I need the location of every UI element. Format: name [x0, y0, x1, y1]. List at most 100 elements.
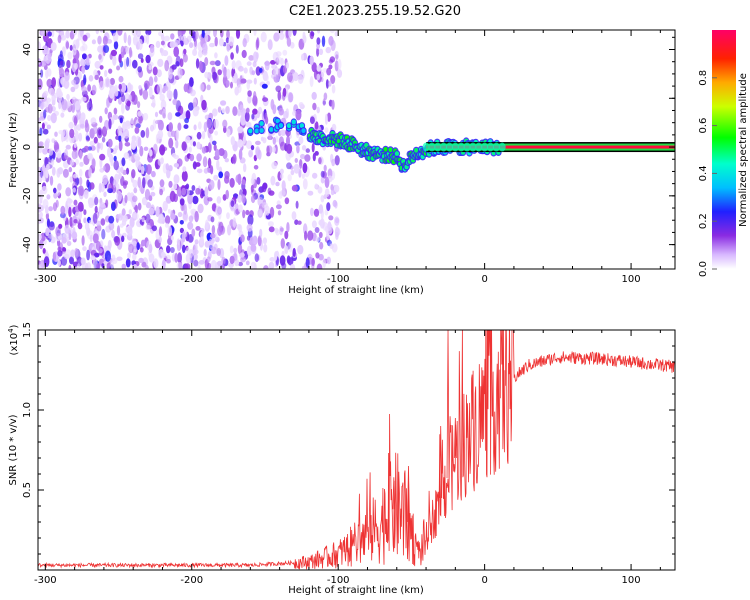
heatmap-cell: [297, 74, 304, 84]
snr-frame: [37, 329, 676, 571]
heatmap-cell: [95, 30, 99, 35]
heatmap-cell: [331, 99, 335, 110]
heatmap-cell: [38, 233, 42, 241]
heatmap-cell: [225, 189, 229, 200]
heatmap-cell: [138, 85, 142, 90]
heatmap-cell: [114, 145, 119, 151]
heatmap-cell: [246, 81, 251, 90]
heatmap-cell: [261, 184, 267, 193]
heatmap-cell: [45, 212, 50, 220]
heatmap-cell: [73, 116, 78, 126]
heatmap-cell: [128, 243, 134, 254]
heatmap-cell: [58, 68, 65, 78]
heatmap-cell: [198, 60, 203, 72]
heatmap-cell: [318, 48, 324, 55]
heatmap-cell: [287, 72, 293, 83]
heatmap-cell: [250, 184, 254, 193]
heatmap-cell: [47, 233, 54, 239]
heatmap-cell: [89, 140, 96, 146]
heatmap-cell: [52, 202, 58, 212]
heatmap-cell: [148, 76, 154, 87]
heatmap-cell: [332, 199, 338, 208]
heatmap-cell: [166, 245, 171, 254]
heatmap-cell: [445, 142, 453, 152]
heatmap-cell: [188, 102, 194, 111]
heatmap-cell: [223, 66, 227, 78]
heatmap-cell: [323, 92, 328, 101]
heatmap-cell: [187, 221, 194, 230]
heatmap-cell: [66, 59, 71, 69]
heatmap-cell: [51, 93, 56, 105]
heatmap-cell: [50, 112, 57, 124]
heatmap-cell: [177, 211, 183, 218]
colorbar-tick-label: 0.8: [698, 70, 709, 86]
heatmap-cell: [194, 239, 199, 245]
heatmap-cell: [162, 200, 168, 212]
heatmap-cell: [66, 93, 70, 101]
heatmap-cell: [322, 98, 326, 106]
heatmap-cell: [213, 30, 217, 38]
heatmap-cell: [315, 236, 320, 242]
heatmap-cell: [164, 215, 171, 225]
snr-spike: [439, 425, 443, 499]
heatmap-cell: [113, 160, 119, 171]
heatmap-cell: [180, 30, 187, 35]
heatmap-cell: [319, 241, 324, 250]
heatmap-cell: [173, 46, 179, 57]
heatmap-cell: [269, 206, 275, 218]
heatmap-cell: [69, 176, 73, 183]
heatmap-cell: [231, 75, 237, 84]
heatmap-cell: [148, 86, 153, 98]
heatmap-cell: [314, 183, 319, 189]
heatmap-cell: [77, 201, 84, 212]
heatmap-cell: [305, 257, 310, 268]
heatmap-cell: [66, 197, 72, 207]
x-tick-label: 100: [622, 575, 641, 586]
heatmap-cell: [301, 266, 306, 269]
heatmap-cell: [252, 108, 258, 115]
heatmap-cell: [260, 31, 267, 43]
heatmap-cell: [304, 154, 311, 162]
heatmap-cell: [137, 202, 142, 211]
heatmap-cell: [224, 158, 229, 163]
heatmap-cell: [153, 258, 159, 269]
snr-yscale-close: ): [9, 324, 20, 328]
heatmap-cell: [137, 111, 143, 117]
heatmap-cell: [65, 41, 70, 49]
heatmap-cell: [213, 144, 217, 152]
heatmap-cell: [78, 168, 83, 177]
heatmap-cell: [192, 97, 197, 109]
heatmap-cell: [240, 234, 245, 243]
heatmap-cell: [191, 228, 196, 237]
heatmap-cell: [49, 175, 54, 186]
heatmap-cell: [329, 56, 336, 63]
heatmap-cell: [47, 114, 52, 122]
heatmap-cell: [247, 94, 252, 104]
heatmap-cell: [237, 204, 243, 213]
heatmap-cell: [193, 259, 199, 267]
heatmap-cell: [51, 77, 56, 88]
heatmap-cell: [214, 36, 218, 47]
heatmap-cell: [240, 115, 247, 126]
heatmap-cell: [39, 217, 44, 224]
heatmap-cell: [81, 65, 86, 74]
heatmap-cell: [185, 110, 191, 120]
heatmap-cell: [111, 230, 116, 239]
heatmap-cell: [324, 127, 329, 133]
y-tick-label: -20: [22, 188, 33, 204]
heatmap-cell: [203, 168, 209, 174]
heatmap-cell: [155, 40, 161, 49]
heatmap-cell: [121, 103, 125, 115]
heatmap-cell: [224, 175, 230, 184]
heatmap-cell: [81, 96, 87, 102]
heatmap-cell: [133, 187, 138, 194]
colorbar-ticks: 0.0 0.2 0.4 0.6 0.8: [698, 70, 717, 277]
heatmap-cell: [38, 41, 42, 52]
heatmap-cell: [147, 179, 153, 188]
heatmap-cell: [145, 127, 150, 139]
carrier-line-core: [426, 145, 675, 149]
heatmap-cell: [317, 186, 323, 194]
snr-spike: [407, 465, 410, 523]
heatmap-cell: [108, 118, 112, 130]
heatmap-cell: [264, 205, 270, 216]
